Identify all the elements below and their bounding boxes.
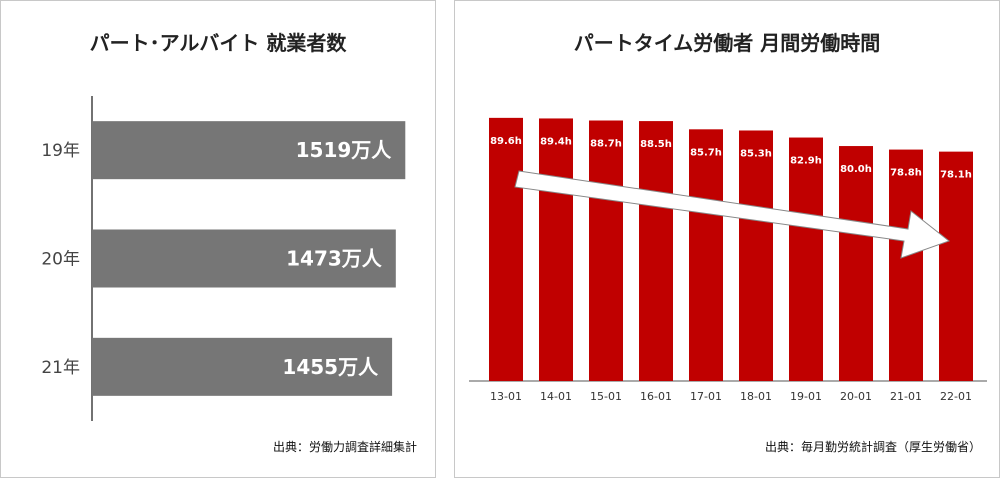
bar-value-label: 85.3h bbox=[740, 148, 772, 159]
bar-value-label: 88.5h bbox=[640, 139, 672, 150]
bar-value-label: 80.0h bbox=[840, 164, 872, 175]
bar-value-label: 1455万人 bbox=[282, 355, 379, 379]
bar-21年 bbox=[92, 337, 393, 396]
bar-value-label: 1519万人 bbox=[296, 138, 393, 162]
bar-20年 bbox=[92, 229, 396, 288]
bar-value-label: 82.9h bbox=[790, 156, 822, 167]
left-chart-title: パート･アルバイト 就業者数 bbox=[89, 31, 347, 55]
bar-value-label: 85.7h bbox=[690, 147, 722, 158]
bar-value-label: 88.7h bbox=[590, 139, 622, 150]
right-chart-title: パートタイム労働者 月間労働時間 bbox=[573, 31, 881, 55]
bar-22-01 bbox=[939, 151, 973, 381]
left-chart-svg: 19年 1519万人 20年 1473万人 21年 1455万人 bbox=[41, 96, 406, 421]
bar-value-label: 78.1h bbox=[940, 170, 972, 181]
x-tick-label: 19-01 bbox=[790, 390, 822, 403]
bar-17-01 bbox=[689, 129, 723, 381]
bar-value-label: 89.6h bbox=[490, 136, 522, 147]
right-chart-svg: 89.6h 13-01 89.4h 14-01 88.7h 15-01 88.5h 16-01… bbox=[469, 117, 987, 403]
right-chart-source: 出典：毎月勤労統計調査（厚生労働省） bbox=[764, 440, 981, 454]
x-tick-label: 16-01 bbox=[640, 390, 672, 403]
left-chart-panel: パート･アルバイト 就業者数 19年 1519万人 20年 1473万人 21年 1455… bbox=[0, 0, 436, 478]
bar-value-label: 1473万人 bbox=[286, 247, 383, 271]
bar-19-01 bbox=[789, 137, 823, 381]
bar-20-01 bbox=[839, 146, 873, 381]
bar-value-label: 89.4h bbox=[540, 136, 572, 147]
y-tick-label: 19年 bbox=[41, 141, 80, 161]
x-tick-label: 22-01 bbox=[940, 390, 972, 403]
bar-16-01 bbox=[639, 121, 673, 381]
x-tick-label: 15-01 bbox=[590, 390, 622, 403]
bar-18-01 bbox=[739, 130, 773, 381]
x-tick-label: 21-01 bbox=[890, 390, 922, 403]
bar-14-01 bbox=[539, 118, 573, 381]
bar-15-01 bbox=[589, 120, 623, 381]
x-tick-label: 17-01 bbox=[690, 390, 722, 403]
x-tick-label: 14-01 bbox=[540, 390, 572, 403]
bar-value-label: 78.8h bbox=[890, 168, 922, 179]
y-tick-label: 21年 bbox=[41, 358, 80, 378]
right-chart-panel: パートタイム労働者 月間労働時間 89.6h 13-01 89.4h 14-01 88.… bbox=[454, 0, 1000, 478]
x-tick-label: 18-01 bbox=[740, 390, 772, 403]
left-chart-source: 出典：労働力調査詳細集計 bbox=[272, 440, 417, 454]
bar-19年 bbox=[92, 121, 406, 180]
x-tick-label: 20-01 bbox=[840, 390, 872, 403]
x-tick-label: 13-01 bbox=[490, 390, 522, 403]
trend-arrow bbox=[514, 170, 951, 259]
y-tick-label: 20年 bbox=[41, 250, 80, 270]
bar-21-01 bbox=[889, 149, 923, 381]
bar-13-01 bbox=[489, 117, 523, 381]
